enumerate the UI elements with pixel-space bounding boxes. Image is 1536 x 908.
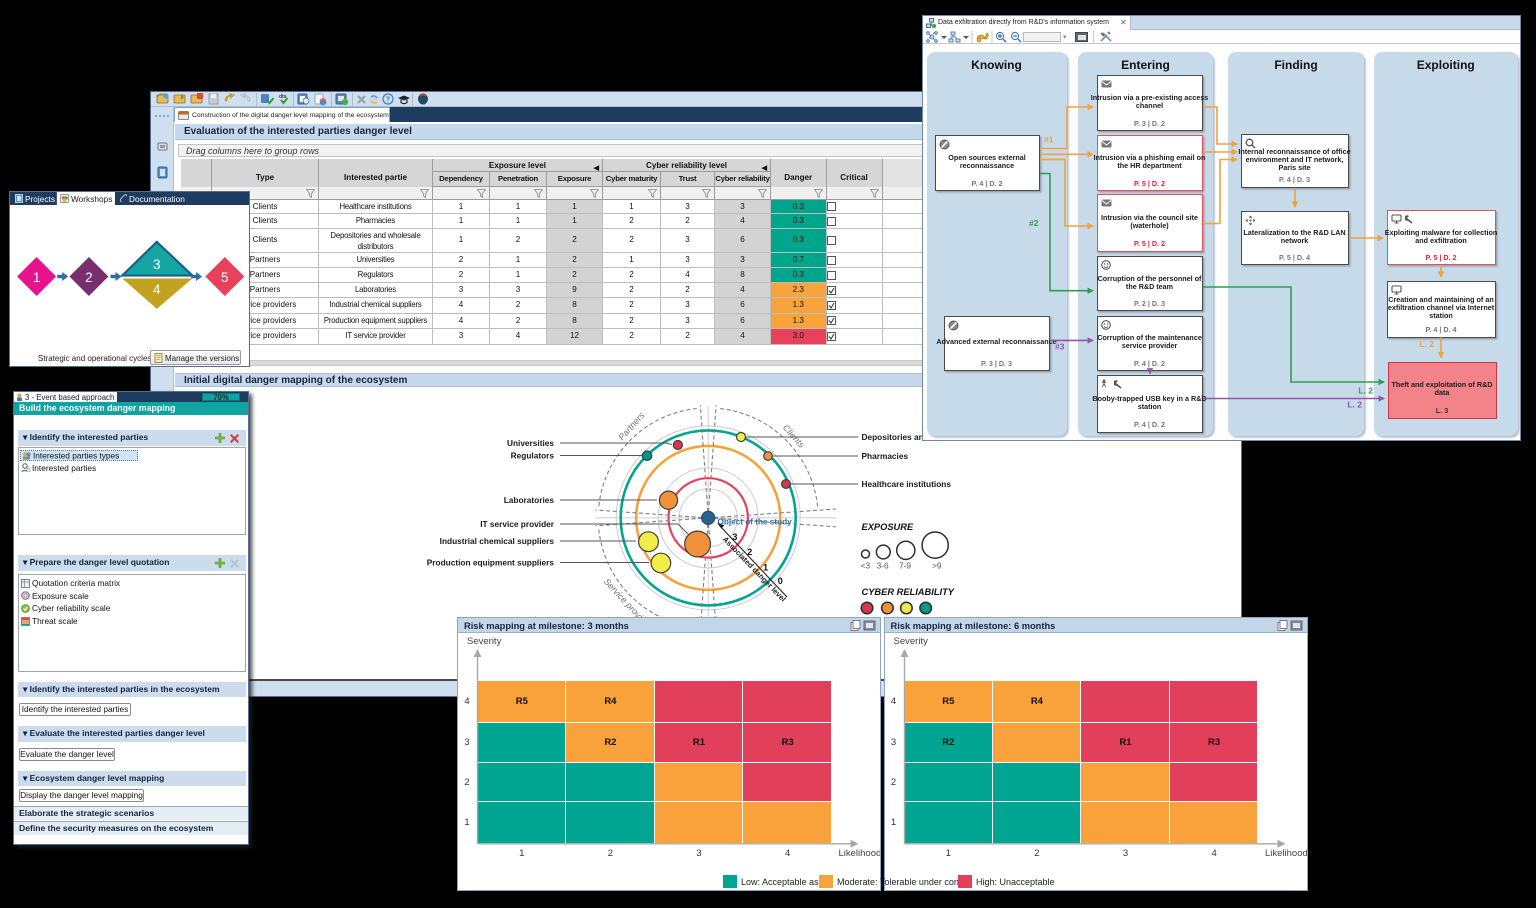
svg-text:<3: <3 — [861, 561, 871, 571]
svg-text:5: 5 — [221, 270, 229, 285]
svg-text:Production equipment suppliers: Production equipment suppliers — [427, 558, 555, 568]
svg-text:2: 2 — [85, 270, 93, 285]
svg-text:1: 1 — [763, 563, 768, 573]
svg-text:>9: >9 — [932, 561, 942, 571]
svg-text:Clients: Clients — [781, 423, 807, 451]
svg-text:Partners: Partners — [616, 410, 647, 442]
svg-text:7-9: 7-9 — [899, 561, 911, 571]
svg-text:3: 3 — [732, 532, 737, 542]
svg-text:dts: dts — [279, 94, 287, 100]
svg-text:3: 3 — [153, 257, 161, 272]
svg-text:Laboratories: Laboratories — [504, 495, 555, 505]
svg-text:Pharmacies: Pharmacies — [862, 451, 909, 461]
svg-text:Healthcare institutions: Healthcare institutions — [862, 479, 952, 489]
svg-text:2: 2 — [747, 547, 752, 557]
svg-text:?: ? — [386, 97, 390, 104]
svg-text:EXPOSURE: EXPOSURE — [862, 522, 914, 532]
svg-text:3-6: 3-6 — [877, 561, 889, 571]
svg-text:4: 4 — [153, 282, 161, 297]
svg-text:0: 0 — [778, 576, 783, 586]
svg-text:Regulators: Regulators — [511, 451, 555, 461]
svg-text:IT service provider: IT service provider — [480, 519, 555, 529]
svg-text:Universities: Universities — [507, 438, 554, 448]
svg-text:Object of the study: Object of the study — [718, 518, 793, 527]
svg-text:1: 1 — [33, 270, 41, 285]
svg-text:Industrial chemical suppliers: Industrial chemical suppliers — [440, 536, 555, 546]
svg-text:CYBER RELIABILITY: CYBER RELIABILITY — [862, 587, 955, 597]
